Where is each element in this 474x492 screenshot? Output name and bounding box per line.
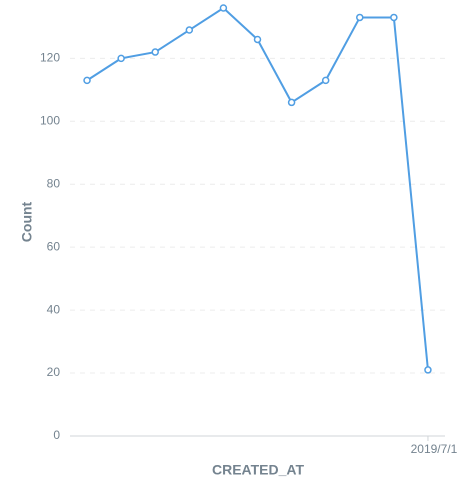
x-axis-title: CREATED_AT (212, 462, 304, 478)
line (86, 6, 429, 371)
point (185, 26, 194, 34)
y-tick-label: 100 (40, 113, 60, 127)
y-tick-label: 0 (53, 428, 60, 442)
point (287, 98, 296, 107)
point (151, 48, 159, 56)
y-axis-title: Count (19, 201, 35, 242)
point (83, 76, 91, 85)
y-tick-label: 40 (47, 302, 61, 316)
point (424, 366, 432, 374)
point (356, 13, 364, 22)
y-tick-label: 20 (47, 365, 61, 379)
point (321, 76, 330, 85)
y-tick-label: 120 (40, 51, 60, 65)
point (253, 35, 262, 44)
y-tick-label: 80 (47, 176, 61, 190)
point (390, 13, 398, 22)
x-tick-label: 2019/7/1 (411, 442, 458, 456)
y-tick-label: 60 (47, 239, 61, 253)
point (117, 54, 125, 63)
point (219, 4, 228, 12)
